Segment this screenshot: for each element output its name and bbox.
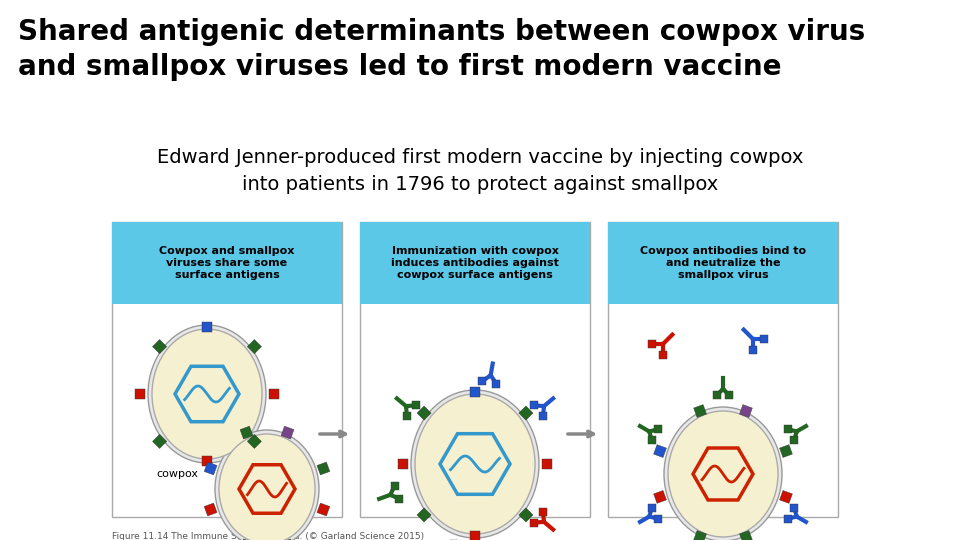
Text: Edward Jenner-produced first modern vaccine by injecting cowpox
into patients in: Edward Jenner-produced first modern vacc… <box>156 148 804 193</box>
Text: Figure 11.14 The Immune System, 4th ed. (© Garland Science 2015): Figure 11.14 The Immune System, 4th ed. … <box>112 532 424 540</box>
Bar <box>391 482 398 490</box>
Bar <box>739 531 753 540</box>
Bar <box>360 222 590 517</box>
Bar <box>712 392 721 400</box>
Polygon shape <box>175 366 239 422</box>
Bar <box>112 222 342 304</box>
Bar <box>749 346 757 354</box>
Polygon shape <box>239 465 295 513</box>
Bar <box>760 335 768 343</box>
Ellipse shape <box>415 394 535 534</box>
Bar <box>654 425 662 433</box>
Text: Shared antigenic determinants between cowpox virus
and smallpox viruses led to f: Shared antigenic determinants between co… <box>18 18 865 80</box>
Bar <box>204 503 217 516</box>
Bar <box>112 222 342 517</box>
Bar <box>403 412 411 420</box>
Bar <box>240 539 252 540</box>
Bar <box>654 490 666 503</box>
Bar <box>248 434 261 448</box>
Bar <box>135 389 145 399</box>
Bar <box>317 462 330 475</box>
Bar <box>694 404 707 417</box>
Bar <box>540 412 547 420</box>
Bar <box>204 462 217 475</box>
Bar <box>248 340 261 354</box>
Bar <box>470 531 480 540</box>
Bar <box>281 539 294 540</box>
Bar <box>790 504 799 512</box>
Ellipse shape <box>664 407 782 540</box>
Bar <box>780 444 792 457</box>
Bar <box>790 436 799 444</box>
Text: Cowpox antibodies bind to
and neutralize the
smallpox virus: Cowpox antibodies bind to and neutralize… <box>640 246 806 280</box>
Bar <box>654 515 662 523</box>
Bar <box>648 340 656 348</box>
Bar <box>654 444 666 457</box>
Bar <box>240 426 252 439</box>
Bar <box>530 401 538 409</box>
Bar <box>784 515 792 523</box>
Bar <box>269 389 279 399</box>
Bar <box>518 508 533 522</box>
Bar <box>659 351 667 359</box>
Bar <box>540 508 547 516</box>
Bar <box>153 340 167 354</box>
Bar <box>648 504 656 512</box>
Bar <box>153 434 167 448</box>
Bar <box>317 503 330 516</box>
Bar <box>780 490 792 503</box>
Bar <box>417 508 431 522</box>
Ellipse shape <box>219 434 315 540</box>
Bar <box>202 322 212 332</box>
Text: Cowpox and smallpox
viruses share some
surface antigens: Cowpox and smallpox viruses share some s… <box>159 246 295 280</box>
Bar <box>518 406 533 420</box>
Bar <box>470 387 480 397</box>
Bar <box>360 222 590 304</box>
Bar <box>542 459 552 469</box>
Bar <box>726 392 733 400</box>
Bar <box>417 406 431 420</box>
Bar <box>648 436 656 444</box>
Bar <box>608 222 838 304</box>
Bar <box>398 459 408 469</box>
Bar <box>478 377 487 385</box>
Polygon shape <box>440 434 510 494</box>
Bar <box>608 222 838 517</box>
Text: cowpox: cowpox <box>156 469 198 479</box>
Bar <box>739 404 753 417</box>
Polygon shape <box>693 448 753 500</box>
Ellipse shape <box>215 430 319 540</box>
Ellipse shape <box>148 325 266 463</box>
Bar <box>281 426 294 439</box>
Bar <box>396 495 403 503</box>
Bar <box>202 456 212 466</box>
Bar <box>492 380 500 388</box>
Text: Immunization with cowpox
induces antibodies against
cowpox surface antigens: Immunization with cowpox induces antibod… <box>391 246 559 280</box>
Bar <box>694 531 707 540</box>
Ellipse shape <box>152 329 262 459</box>
Bar <box>530 519 538 526</box>
Ellipse shape <box>668 411 778 537</box>
Bar <box>412 401 420 409</box>
Ellipse shape <box>411 390 539 538</box>
Bar <box>784 425 792 433</box>
